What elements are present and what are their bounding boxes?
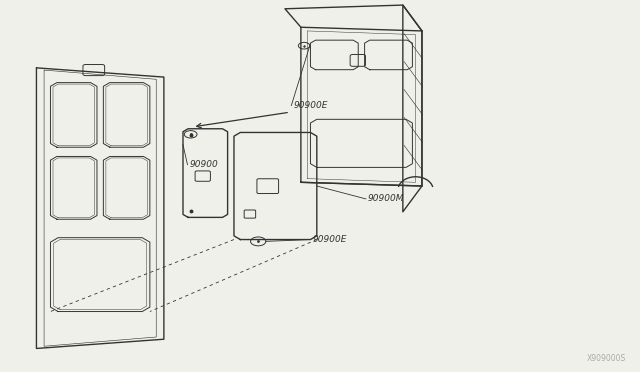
Text: 90900E: 90900E [293,101,328,110]
FancyBboxPatch shape [83,64,104,76]
Circle shape [250,237,266,246]
Text: 90900E: 90900E [312,235,347,244]
Circle shape [298,42,310,49]
FancyBboxPatch shape [244,210,255,218]
FancyBboxPatch shape [350,54,365,66]
Text: X909000S: X909000S [587,354,626,363]
FancyBboxPatch shape [195,171,211,181]
FancyBboxPatch shape [257,179,278,193]
Text: 90900M: 90900M [368,195,404,203]
Text: 90900: 90900 [189,160,218,169]
Circle shape [184,131,197,138]
